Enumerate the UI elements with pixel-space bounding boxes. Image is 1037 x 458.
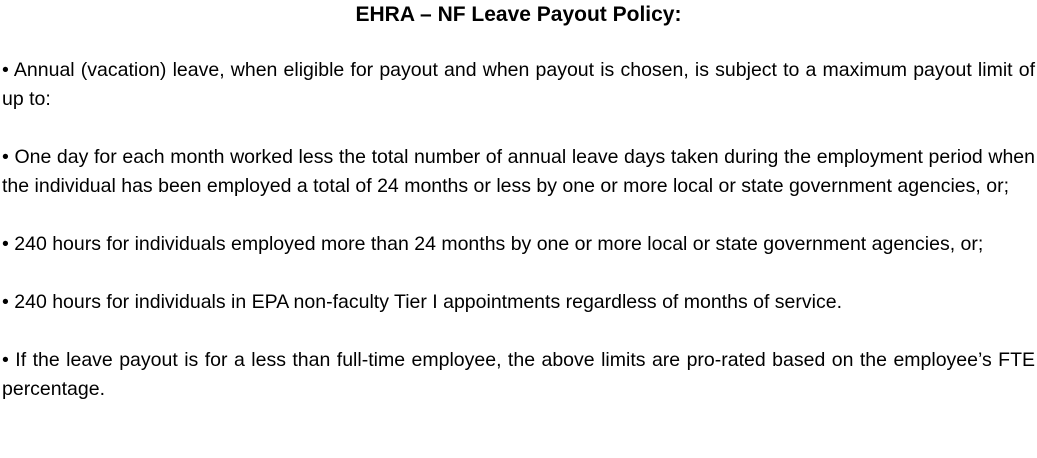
paragraph-one-day-per-month: • One day for each month worked less the… bbox=[2, 143, 1035, 201]
bullet-glyph: • bbox=[2, 59, 9, 81]
page-title: EHRA – NF Leave Payout Policy: bbox=[355, 3, 682, 26]
spacer bbox=[2, 29, 1035, 56]
bullet-glyph: • bbox=[2, 291, 9, 313]
spacer bbox=[2, 259, 1035, 288]
bullet-glyph: • bbox=[2, 233, 9, 255]
paragraph-annual-leave: • Annual (vacation) leave, when eligible… bbox=[2, 56, 1035, 114]
bullet-glyph: • bbox=[2, 146, 9, 168]
paragraph-240-hours-tier-one: • 240 hours for individuals in EPA non-f… bbox=[2, 288, 1035, 317]
paragraph-text: One day for each month worked less the t… bbox=[2, 146, 1035, 197]
paragraph-240-hours-24-months: • 240 hours for individuals employed mor… bbox=[2, 230, 1035, 259]
paragraph-text: 240 hours for individuals employed more … bbox=[14, 233, 984, 255]
paragraph-pro-rated: • If the leave payout is for a less than… bbox=[2, 346, 1035, 404]
bullet-glyph: • bbox=[2, 349, 9, 371]
spacer bbox=[2, 201, 1035, 230]
paragraph-text: If the leave payout is for a less than f… bbox=[2, 349, 1036, 400]
spacer bbox=[2, 317, 1035, 346]
paragraph-text: Annual (vacation) leave, when eligible f… bbox=[2, 59, 1036, 110]
paragraph-text: 240 hours for individuals in EPA non-fac… bbox=[14, 291, 842, 313]
spacer bbox=[2, 114, 1035, 143]
